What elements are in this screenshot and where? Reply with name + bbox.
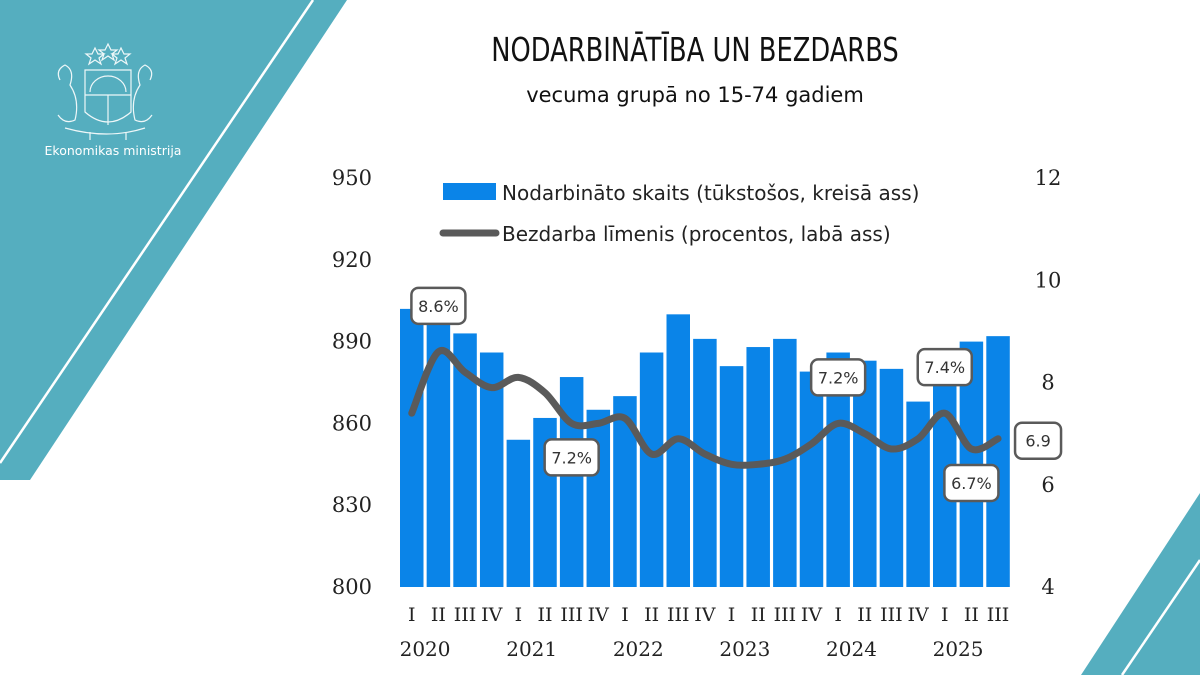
page-title: NODARBINĀTĪBA UN BEZDARBS	[491, 30, 899, 69]
left-tick-label: 950	[332, 166, 372, 190]
bar	[479, 352, 504, 587]
data-label: 7.4%	[916, 347, 973, 387]
legend-label-line: Bezdarba līmenis (procentos, labā ass)	[502, 222, 891, 246]
data-label-box	[916, 347, 973, 387]
right-tick-label: 10	[1035, 268, 1062, 292]
coat-of-arms-icon	[57, 42, 153, 140]
data-label-box	[1013, 421, 1063, 460]
legend-label-bar: Nodarbināto skaits (tūkstošos, kreisā as…	[502, 181, 919, 205]
quarter-label: III	[560, 604, 583, 626]
bar	[719, 366, 744, 587]
year-label: 2021	[506, 637, 557, 661]
data-label-text: 6.9	[1025, 432, 1050, 451]
quarter-label: II	[964, 604, 979, 626]
quarter-label: II	[857, 604, 872, 626]
data-label: 6.7%	[943, 463, 1000, 503]
quarter-label: III	[987, 604, 1010, 626]
bar	[826, 352, 850, 587]
bar	[666, 314, 690, 587]
legend-swatch-bar	[443, 183, 496, 200]
bar	[426, 319, 451, 587]
page-subtitle: vecuma grupā no 15-74 gadiem	[526, 83, 864, 107]
data-label: 6.9	[1013, 421, 1063, 460]
bar	[400, 308, 424, 587]
quarter-label: III	[774, 604, 797, 626]
unemployment-line	[408, 347, 1002, 469]
left-tick-label: 830	[332, 493, 372, 517]
data-label: 8.6%	[410, 286, 467, 326]
legend: Nodarbināto skaits (tūkstošos, kreisā as…	[439, 181, 919, 246]
quarter-label: II	[431, 604, 446, 626]
quarter-label: IV	[694, 604, 716, 626]
quarter-label: I	[941, 604, 949, 626]
right-axis: 4 6 8 10 12	[1035, 166, 1062, 599]
left-tick-label: 860	[332, 411, 372, 435]
left-tick-label: 890	[332, 330, 372, 354]
data-label: 7.2%	[543, 438, 600, 477]
bar	[613, 396, 637, 587]
white-stripe-right	[1120, 559, 1200, 675]
bar	[986, 336, 1010, 587]
quarter-label: I	[408, 604, 416, 626]
data-label-box	[410, 286, 467, 326]
quarter-label: I	[728, 604, 736, 626]
bar-series	[400, 308, 1010, 587]
bar	[559, 377, 584, 587]
data-label: 7.2%	[809, 358, 867, 397]
bar	[586, 409, 611, 587]
quarter-label: II	[751, 604, 766, 626]
bar	[906, 401, 930, 587]
year-label: 2020	[400, 637, 451, 661]
data-label-text: 6.7%	[951, 474, 992, 493]
quarter-label: II	[537, 604, 552, 626]
teal-panel-left	[0, 0, 347, 480]
year-label: 2023	[719, 637, 770, 661]
white-stripe-left	[0, 0, 315, 464]
ministry-name: Ekonomikas ministrija	[44, 143, 182, 158]
x-axis: I II III IV I II III IV I II III IV I II III IV I II III IV…	[400, 604, 1010, 661]
data-label-text: 7.2%	[551, 448, 592, 467]
data-label-box	[943, 463, 1000, 503]
data-label-text: 8.6%	[418, 297, 459, 316]
line-series	[408, 347, 1002, 469]
bar	[879, 368, 904, 587]
data-labels: 8.6% 7.2% 7.2% 7.4% 6.7% 6.9	[410, 286, 1063, 503]
left-tick-label: 920	[332, 248, 372, 272]
quarter-label: II	[644, 604, 659, 626]
data-label-text: 7.2%	[818, 368, 859, 387]
year-label: 2024	[826, 637, 877, 661]
bar	[853, 360, 877, 587]
data-label-text: 7.4%	[924, 358, 965, 377]
bar	[693, 338, 717, 587]
year-label: 2022	[613, 637, 664, 661]
bar	[773, 338, 797, 587]
quarter-label: IV	[907, 604, 929, 626]
left-tick-label: 800	[332, 575, 372, 599]
quarter-label: I	[515, 604, 523, 626]
data-label-box	[809, 358, 867, 397]
right-tick-label: 6	[1041, 473, 1054, 497]
quarter-label: I	[621, 604, 629, 626]
quarter-label: I	[834, 604, 842, 626]
left-axis: 800 830 860 890 920 950	[332, 166, 372, 599]
bar	[639, 352, 664, 587]
bar	[506, 439, 531, 587]
data-label-box	[543, 438, 600, 477]
bar	[799, 371, 824, 587]
quarter-label: IV	[588, 604, 610, 626]
quarter-label: IV	[801, 604, 823, 626]
quarter-label: IV	[481, 604, 503, 626]
quarter-label: III	[454, 604, 477, 626]
quarter-label: III	[880, 604, 903, 626]
bar	[453, 333, 477, 587]
right-tick-label: 8	[1041, 371, 1054, 395]
year-label: 2025	[933, 637, 984, 661]
quarter-label: III	[667, 604, 690, 626]
right-tick-label: 4	[1041, 575, 1054, 599]
teal-panel-right	[1081, 493, 1200, 675]
right-tick-label: 12	[1035, 166, 1062, 190]
